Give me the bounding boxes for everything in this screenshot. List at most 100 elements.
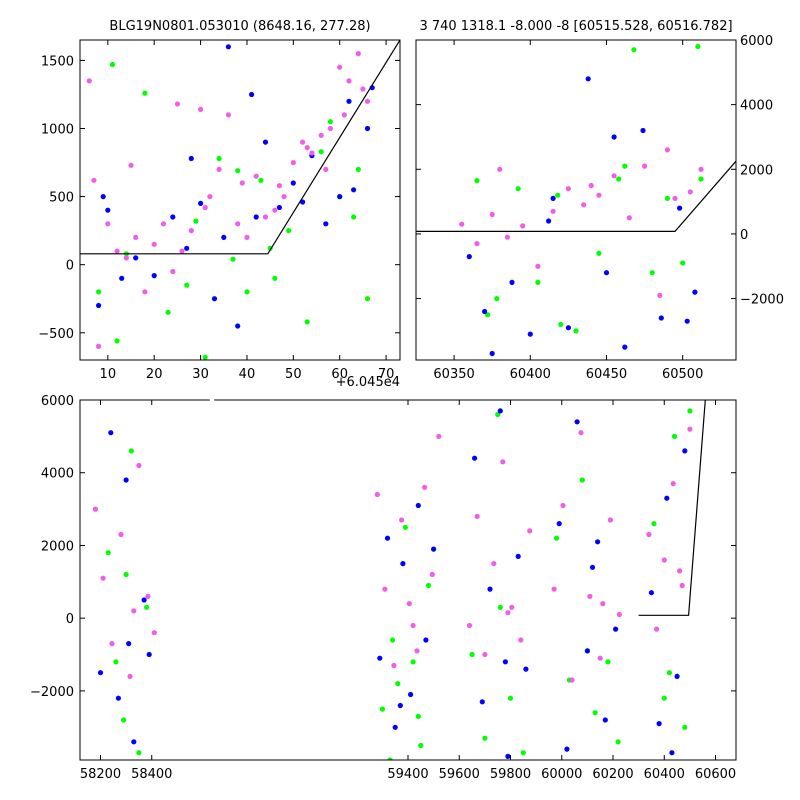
data-point [258, 177, 264, 183]
data-point [692, 289, 698, 295]
data-point [505, 610, 511, 616]
data-point [198, 200, 204, 206]
data-point [262, 139, 269, 145]
data-point [141, 597, 147, 603]
data-point [146, 651, 152, 658]
data-point [579, 477, 585, 483]
y-tick-label: −2000 [30, 685, 74, 700]
data-point [188, 228, 194, 234]
data-point [346, 98, 352, 104]
data-point [523, 666, 529, 672]
data-point [425, 582, 432, 589]
x-tick-label: 60200 [592, 767, 633, 782]
data-point [390, 637, 396, 643]
data-point [497, 166, 503, 172]
data-point [414, 648, 420, 654]
data-point [489, 211, 495, 218]
data-point [482, 651, 488, 658]
data-point [145, 593, 151, 600]
data-point [235, 221, 241, 227]
data-point [406, 601, 412, 607]
y-tick-label: 6000 [41, 394, 74, 409]
data-point [474, 241, 480, 247]
data-point [304, 145, 310, 151]
data-point [202, 204, 208, 211]
data-point [651, 521, 657, 527]
data-point [648, 590, 655, 596]
data-point [622, 344, 628, 350]
data-point [402, 524, 408, 530]
data-point [474, 178, 480, 184]
data-point [105, 221, 111, 227]
y-tick-label: −500 [38, 327, 74, 342]
data-point [613, 626, 619, 632]
data-point [436, 433, 442, 439]
x-tick-label: 58200 [80, 767, 121, 782]
data-point [337, 194, 343, 200]
data-point [198, 106, 204, 112]
data-point [128, 448, 134, 454]
data-point [682, 724, 688, 730]
data-point [677, 568, 683, 574]
panel-bottom-frame [79, 399, 737, 761]
data-point [661, 695, 667, 701]
data-point [605, 659, 611, 665]
data-point [262, 214, 269, 220]
x-tick-label: 50 [285, 367, 302, 382]
data-point [410, 659, 416, 665]
data-point [400, 561, 406, 567]
data-point [364, 98, 371, 104]
y-tick-label: 2000 [740, 163, 773, 178]
data-point [351, 187, 357, 193]
data-point [216, 166, 222, 172]
data-point [399, 517, 405, 523]
data-point [276, 183, 282, 189]
x-tick-label: 60450 [586, 367, 627, 382]
y-tick-label: −2000 [740, 293, 784, 308]
data-point [142, 289, 148, 295]
data-point [300, 139, 306, 145]
data-point [602, 717, 608, 723]
data-point [497, 408, 503, 414]
data-point [211, 296, 218, 302]
data-point [642, 163, 648, 169]
data-point [207, 194, 213, 200]
data-point [384, 535, 391, 541]
model-line [80, 40, 400, 255]
data-point [395, 681, 401, 687]
data-point [114, 338, 120, 344]
data-point [235, 323, 241, 329]
data-point [459, 221, 465, 227]
data-point [165, 309, 171, 315]
panel-top-left: BLG19N0801.053010 (8648.16, 277.28) 10 20… [38, 19, 401, 390]
data-point [509, 279, 515, 285]
data-point [429, 571, 435, 578]
x-tick-label: 60600 [695, 767, 736, 782]
data-point [687, 189, 693, 195]
panel-top-right-plot: 60350 60400 60450 60500 −2000 0 2000 4000 6000 [416, 34, 784, 382]
data-point [640, 127, 646, 134]
panel-top-left-title: BLG19N0801.053010 (8648.16, 277.28) [109, 19, 370, 34]
panel-top-left-x-offset-label: +6.045e4 [336, 375, 400, 390]
data-point [415, 502, 421, 509]
data-point [96, 302, 102, 309]
data-point [560, 502, 566, 509]
data-point [202, 354, 208, 360]
data-point [86, 78, 92, 84]
data-point [391, 662, 397, 669]
data-point [596, 250, 602, 256]
data-point [355, 51, 361, 57]
data-point [123, 477, 129, 483]
data-point [318, 149, 324, 155]
panel-bottom: 58200 58400 59400 59600 59800 60000 60200 60400… [30, 394, 737, 782]
x-tick-label: 30 [192, 367, 209, 382]
data-point [318, 132, 324, 138]
data-point [286, 228, 292, 234]
data-point [479, 699, 485, 705]
data-point [136, 462, 142, 469]
data-point [408, 691, 414, 698]
data-point [346, 78, 352, 84]
data-point [374, 491, 380, 498]
x-tick-label: 58400 [131, 767, 172, 782]
